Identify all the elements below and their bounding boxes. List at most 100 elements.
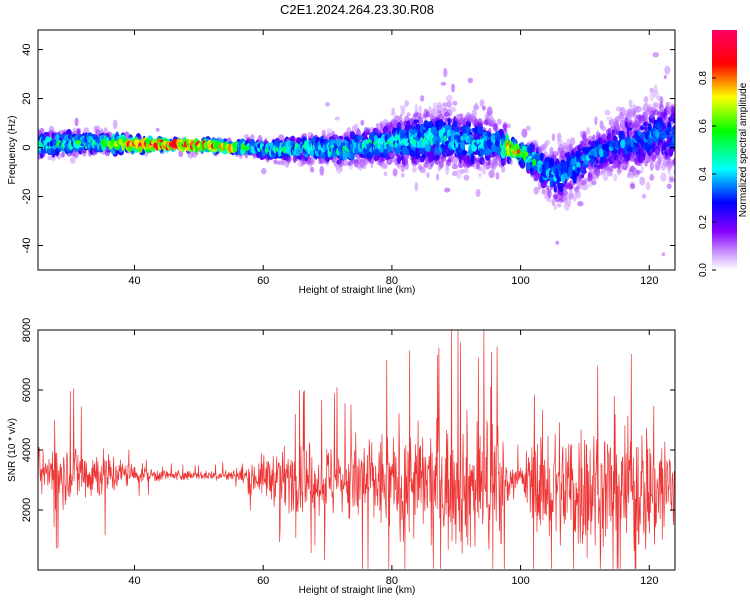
spectrogram-cell — [418, 112, 423, 118]
spectrogram-cell — [580, 168, 585, 174]
spectrogram-cell — [69, 156, 76, 164]
spectrogram-cell — [319, 165, 325, 176]
spectrogram-cell — [404, 161, 409, 170]
spectrogram-cell — [577, 201, 584, 207]
spectrogram-cell — [491, 143, 496, 153]
y-tick-label: 0 — [21, 144, 33, 150]
spectrogram-cell — [55, 134, 60, 142]
colorbar-tick-label: 0.2 — [698, 215, 709, 229]
spectrogram-cell — [401, 172, 405, 178]
spectrogram-cell — [239, 154, 243, 160]
spectrogram-cell — [451, 164, 458, 170]
spectrogram-cell — [648, 123, 652, 132]
spectrogram-cell — [653, 84, 658, 94]
spectrogram-cell — [604, 109, 611, 116]
snr-y-axis-label: SNR (10 * v/v) — [7, 418, 18, 482]
x-tick-label: 100 — [511, 575, 529, 587]
x-tick-label: 60 — [257, 575, 269, 587]
spectrogram-cell — [309, 156, 315, 166]
spectrogram-cell — [618, 132, 624, 140]
spectrogram-cell — [585, 127, 591, 135]
spectrogram-cell — [455, 147, 462, 154]
spectrogram-cell — [440, 81, 447, 86]
spectrogram-cell — [539, 152, 544, 161]
spectrogram-cell — [488, 169, 495, 179]
spectrogram-cell — [551, 198, 556, 207]
spectrogram-cell — [562, 142, 568, 150]
spectrogram-cell — [383, 163, 388, 170]
spectrogram-cell — [443, 135, 447, 143]
spectrogram-cell — [545, 185, 550, 191]
spectrogram-cell — [594, 116, 598, 126]
spectrogram-cell — [436, 173, 440, 181]
spectrogram-cell — [443, 67, 448, 78]
spectrogram-cell — [456, 135, 461, 143]
spectrogram-cell — [477, 121, 483, 128]
spectrogram-cell — [516, 148, 521, 155]
spectrogram-cell — [424, 144, 431, 152]
spectrogram-cell — [572, 173, 577, 184]
spectrogram-cell — [672, 112, 675, 119]
spectrogram-cell — [644, 112, 648, 122]
spectrogram-cell — [557, 182, 562, 188]
spectrogram-cell — [47, 147, 52, 155]
colorbar-tick-label: 0.0 — [698, 263, 709, 277]
spectrogram-cell — [348, 164, 353, 170]
spectrogram-cell — [603, 149, 608, 160]
chart-title: C2E1.2024.264.23.30.R08 — [280, 2, 434, 17]
spectrogram-cell — [659, 96, 664, 104]
x-tick-label: 40 — [128, 575, 140, 587]
spectrogram-cell — [521, 128, 528, 138]
spectrogram-cell — [112, 119, 118, 130]
spectrogram-cell — [652, 52, 659, 58]
spectrogram-cell — [439, 112, 444, 121]
spectrogram-cell — [446, 101, 452, 108]
spectrogram-cell — [562, 192, 568, 202]
spectrogram-cell — [401, 146, 408, 156]
snr-x-ticks: 40 60 80 100 120 — [128, 330, 658, 587]
spectrogram-cell — [547, 197, 552, 203]
spectrogram-cell — [423, 120, 429, 128]
spectrogram-cell — [95, 125, 101, 131]
spectrogram-cell — [482, 159, 486, 167]
spectrogram-cell — [460, 141, 465, 150]
spectrogram-cell — [566, 138, 572, 146]
x-tick-label: 120 — [640, 575, 658, 587]
spectrogram-cell — [553, 204, 558, 210]
spectrogram-x-axis-label: Height of straight line (km) — [299, 285, 416, 296]
spectrogram-cell — [446, 94, 453, 102]
spectrogram-cell — [399, 105, 406, 111]
spectrogram-cell — [672, 133, 675, 143]
spectrogram-cell — [664, 65, 671, 75]
spectrogram-cell — [652, 102, 659, 107]
spectrogram-cell — [100, 138, 107, 148]
spectrogram-cell — [382, 119, 389, 124]
spectrogram-cell — [462, 127, 467, 135]
colorbar-tick-label: 0.6 — [698, 119, 709, 133]
y-tick-label: 8000 — [21, 318, 33, 342]
x-tick-label: 60 — [257, 275, 269, 287]
spectrogram-cell — [576, 161, 581, 170]
spectrogram-cell — [430, 147, 434, 152]
spectrogram-cell — [481, 165, 487, 175]
spectrogram-cell — [457, 113, 464, 118]
spectrogram-cell — [507, 123, 511, 129]
spectrogram-cell — [486, 106, 493, 116]
spectrogram-cell — [414, 182, 419, 192]
spectrogram-cell — [429, 154, 434, 162]
spectrogram-cell — [533, 139, 539, 145]
spectrogram-cell — [613, 173, 618, 182]
spectrogram-heatmap — [38, 52, 675, 257]
spectrogram-cell — [75, 127, 82, 136]
spectrogram-cell — [640, 165, 644, 174]
spectrogram-cell — [399, 132, 406, 139]
spectrogram-cell — [383, 146, 388, 157]
spectrogram-cell — [525, 125, 531, 131]
spectrogram-cell — [632, 104, 637, 113]
spectrogram-cell — [319, 159, 325, 165]
spectrogram-cell — [334, 116, 340, 121]
spectrogram-cell — [643, 96, 649, 104]
spectrogram-cell — [412, 126, 417, 131]
spectrogram-cell — [414, 104, 419, 113]
